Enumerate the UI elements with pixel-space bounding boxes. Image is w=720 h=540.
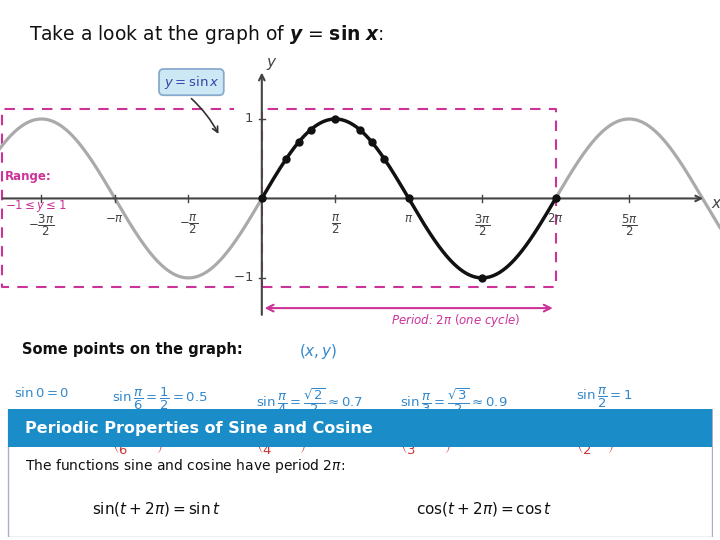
Text: $\dfrac{3\pi}{2}$: $\dfrac{3\pi}{2}$	[474, 212, 490, 238]
Text: $-\dfrac{\pi}{2}$: $-\dfrac{\pi}{2}$	[179, 212, 198, 235]
Text: $\sin\dfrac{\pi}{3}=\dfrac{\sqrt{3}}{2}\approx 0.9$: $\sin\dfrac{\pi}{3}=\dfrac{\sqrt{3}}{2}\…	[400, 386, 508, 416]
Text: Range:: Range:	[4, 170, 51, 183]
Text: $\pi$: $\pi$	[404, 212, 413, 225]
Text: $\sin 0 = 0$: $\sin 0 = 0$	[14, 386, 70, 400]
Text: $(0, 0)$: $(0, 0)$	[14, 430, 53, 448]
Text: $\dfrac{\pi}{2}$: $\dfrac{\pi}{2}$	[330, 212, 340, 235]
Text: $1$: $1$	[244, 112, 253, 125]
Text: $x$: $x$	[711, 195, 720, 211]
Text: $-1$: $-1$	[233, 272, 253, 285]
Text: $(x, y)$: $(x, y)$	[299, 342, 337, 361]
Text: $\sin\dfrac{\pi}{2}=1$: $\sin\dfrac{\pi}{2}=1$	[576, 386, 633, 410]
Text: $-1 \leq y \leq 1$: $-1 \leq y \leq 1$	[4, 198, 66, 214]
Text: Periodic Properties of Sine and Cosine: Periodic Properties of Sine and Cosine	[24, 421, 372, 436]
Text: $\sin(t + 2\pi) = \sin t$: $\sin(t + 2\pi) = \sin t$	[92, 500, 221, 518]
Text: $-\dfrac{3\pi}{2}$: $-\dfrac{3\pi}{2}$	[28, 212, 55, 238]
Text: $y$: $y$	[266, 56, 278, 72]
Text: $\left(\dfrac{\pi}{2}, 1\right)$: $\left(\dfrac{\pi}{2}, 1\right)$	[576, 430, 615, 456]
Text: The functions sine and cosine have period $2\pi$:: The functions sine and cosine have perio…	[24, 457, 345, 475]
Text: $\left(\dfrac{\pi}{6}, 0.5\right)$: $\left(\dfrac{\pi}{6}, 0.5\right)$	[112, 430, 163, 456]
Text: $y = \sin x$: $y = \sin x$	[163, 73, 219, 91]
Text: $\sin\dfrac{\pi}{4}=\dfrac{\sqrt{2}}{2}\approx 0.7$: $\sin\dfrac{\pi}{4}=\dfrac{\sqrt{2}}{2}\…	[256, 386, 362, 416]
Text: $2\pi$: $2\pi$	[547, 212, 564, 225]
Text: $\sin\dfrac{\pi}{6}=\dfrac{1}{2}=0.5$: $\sin\dfrac{\pi}{6}=\dfrac{1}{2}=0.5$	[112, 386, 207, 412]
Text: $\left(\dfrac{\pi}{3}, 0.9\right)$: $\left(\dfrac{\pi}{3}, 0.9\right)$	[400, 430, 451, 456]
Text: $3$: $3$	[688, 430, 697, 443]
Text: $-\pi$: $-\pi$	[105, 212, 125, 225]
Text: Period: $2\pi$ $\it{(one\ cycle)}$: Period: $2\pi$ $\it{(one\ cycle)}$	[391, 312, 520, 329]
Text: $\cos(t + 2\pi) = \cos t$: $\cos(t + 2\pi) = \cos t$	[416, 500, 553, 518]
Text: Some points on the graph:: Some points on the graph:	[22, 342, 243, 357]
Text: $\dfrac{5\pi}{2}$: $\dfrac{5\pi}{2}$	[621, 212, 637, 238]
FancyBboxPatch shape	[8, 409, 712, 447]
Text: Take a look at the graph of $\boldsymbol{y}$ = $\mathbf{sin}$ $\boldsymbol{x}$:: Take a look at the graph of $\boldsymbol…	[29, 23, 384, 46]
Text: $\left(\dfrac{\pi}{4}, 0.7\right)$: $\left(\dfrac{\pi}{4}, 0.7\right)$	[256, 430, 306, 456]
